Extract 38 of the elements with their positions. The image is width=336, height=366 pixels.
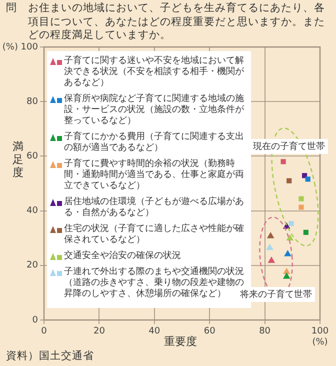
y-tick-label: 60 — [26, 152, 38, 162]
legend-label: 子育てに費やす時間的余裕の状況（勤務時間・通勤時間が適当である、仕事と家庭が両立できているなど） — [64, 159, 245, 192]
point — [286, 178, 292, 184]
point — [266, 232, 274, 238]
y-tick-label: 0 — [32, 315, 38, 326]
legend-label: 住宅の状況（子育てに適した広さや性能が確保されているなど） — [64, 224, 245, 246]
chart-title: 問 お住まいの地域において、子どもを生み育てるにあたり、各項目について、あなたはどの程度重要だと思いますか。またどの程度満足していますか。 — [6, 2, 326, 42]
point — [268, 256, 276, 263]
y-axis-title: 満足度 — [12, 140, 24, 179]
x-tick-label: 0 — [41, 326, 48, 337]
point — [282, 272, 290, 279]
x-tick-label: 80 — [259, 326, 271, 337]
point — [286, 234, 294, 240]
point — [284, 250, 292, 256]
legend-label: 居住地域の住環境（子どもが遊べる広場がある・自然があるなど） — [64, 197, 245, 219]
legend-label: 子育てに関する迷いや不安を地域において解決できる状況（不安を相談する相手・機関があるなど） — [64, 56, 245, 89]
annotation: 現在の子育て世帯 — [250, 139, 328, 154]
x-tick-label: 100 (%) — [311, 326, 329, 348]
point — [305, 176, 310, 182]
legend-label: 保育所や病院など子育てに関連する地域の施設・サービスの状況（施設の数・立地条件が整っているなど） — [64, 94, 245, 127]
x-tick-label: 60 — [204, 326, 216, 337]
point — [282, 268, 290, 274]
point — [280, 159, 286, 164]
text: 資料）国土交通省 — [6, 349, 94, 363]
legend-label: 交通安全や治安の確保の状況 — [64, 251, 181, 262]
y-tick-label: (%) 100 — [2, 42, 38, 52]
y-tick-label: 40 — [26, 206, 38, 216]
y-tick-label: 20 — [26, 260, 38, 271]
point — [298, 196, 304, 202]
point — [288, 221, 294, 226]
x-axis-title: 重要度 — [164, 334, 197, 349]
x-tick-label: 40 — [148, 326, 160, 337]
point — [298, 204, 304, 210]
x-tick-label: 20 — [93, 326, 106, 337]
point — [303, 230, 308, 235]
y-tick-label: 80 — [26, 96, 38, 107]
point — [266, 244, 274, 250]
legend-label: 子育てにかかる費用（子育てに関連する支出の額が適当であるなど） — [64, 132, 245, 154]
